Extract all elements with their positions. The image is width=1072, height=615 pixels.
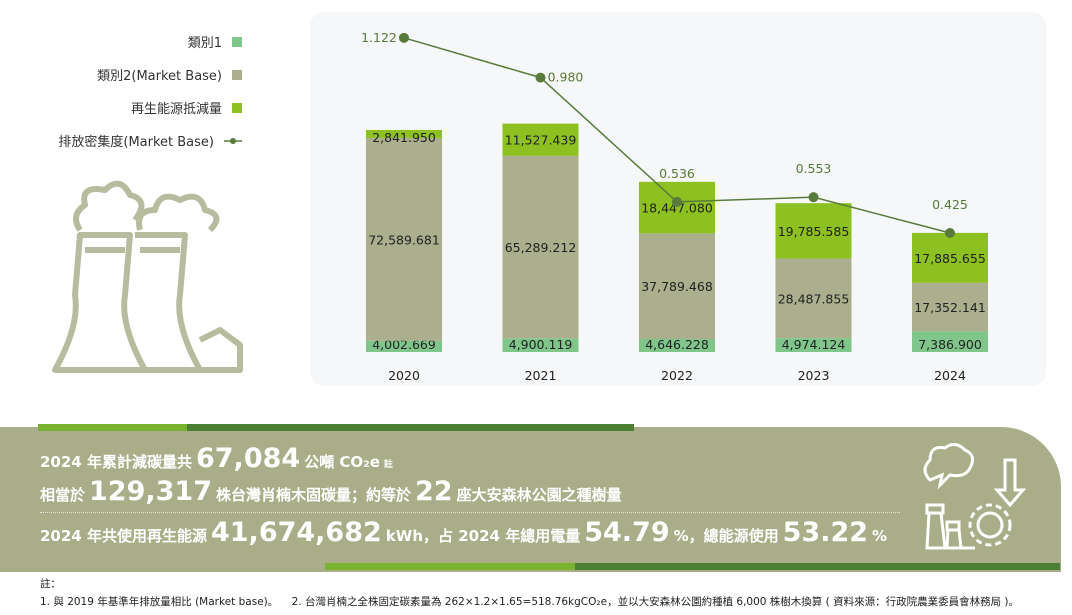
bar-segment bbox=[639, 181, 715, 234]
intensity-label: 1.122 bbox=[361, 30, 397, 45]
text: 株台灣肖楠木固碳量；約等於 bbox=[216, 486, 412, 504]
legend-label: 類別2(Market Base) bbox=[97, 69, 222, 84]
legend-swatch bbox=[232, 69, 242, 80]
accent-bar bbox=[38, 424, 634, 431]
bar-segment bbox=[775, 258, 852, 339]
legend-item: 類別1 bbox=[188, 32, 242, 51]
note-2: 2. 台灣肖楠之全株固定碳素量為 262×1.2×1.65=518.76kgCO… bbox=[291, 596, 1020, 608]
summary-line-3: 2024 年共使用再生能源 41,674,682 kWh，占 2024 年總用電… bbox=[40, 517, 887, 548]
legend-swatch bbox=[232, 36, 242, 47]
bar-value-label: 4,646.228 bbox=[645, 337, 709, 352]
highlight-number: 67,084 bbox=[195, 443, 301, 474]
intensity-point bbox=[808, 192, 819, 203]
bar-value-label: 2,841.950 bbox=[372, 130, 436, 145]
divider bbox=[40, 512, 900, 513]
accent-bar bbox=[325, 563, 1060, 570]
intensity-point bbox=[945, 228, 955, 238]
line-marker-icon bbox=[224, 137, 242, 144]
intensity-label: 0.536 bbox=[659, 166, 695, 181]
footnote-mark: 註 bbox=[383, 460, 393, 470]
bar-value-label: 28,487.855 bbox=[778, 291, 850, 306]
intensity-label: 0.425 bbox=[932, 197, 968, 212]
summary-line-2: 相當於 129,317 株台灣肖楠木固碳量；約等於 22 座大安森林公園之種樹量 bbox=[40, 476, 622, 507]
bar-segment bbox=[912, 331, 988, 352]
bar-value-label: 11,527.439 bbox=[505, 133, 577, 148]
bar-segment bbox=[775, 203, 852, 259]
bar-segment bbox=[639, 233, 715, 340]
x-tick-label: 2022 bbox=[661, 368, 693, 383]
legend-label: 排放密集度(Market Base) bbox=[58, 135, 214, 150]
legend-item: 類別2(Market Base) bbox=[97, 65, 242, 84]
bar-value-label: 17,352.141 bbox=[914, 300, 986, 315]
stacked-bar-line-chart: 4,002.66972,589.6812,841.95020204,900.11… bbox=[361, 30, 988, 383]
text: 座大安森林公園之種樹量 bbox=[456, 486, 622, 504]
legend-label: 類別1 bbox=[187, 36, 222, 51]
legend-item: 再生能源抵減量 bbox=[131, 98, 242, 117]
highlight-number: 54.79 bbox=[584, 517, 670, 548]
x-tick-label: 2021 bbox=[525, 368, 557, 383]
factory-icon bbox=[52, 180, 243, 373]
footnotes: 註： 1. 與 2019 年基準年排放量相比 (Market base)。 2.… bbox=[40, 575, 1019, 611]
highlight-number: 53.22 bbox=[782, 517, 869, 548]
bar-segment bbox=[502, 338, 579, 352]
x-tick-label: 2023 bbox=[798, 368, 830, 383]
bar-value-label: 7,386.900 bbox=[918, 337, 982, 352]
bar-segment bbox=[502, 155, 579, 339]
text: 2024 年共使用再生能源 bbox=[40, 527, 207, 545]
bar-segment bbox=[366, 340, 442, 352]
intensity-label: 0.980 bbox=[548, 70, 584, 85]
intensity-label: 0.553 bbox=[796, 161, 832, 176]
bar-segment bbox=[366, 129, 442, 138]
bar-value-label: 4,900.119 bbox=[509, 337, 573, 352]
summary-banner bbox=[0, 427, 1061, 572]
legend-swatch bbox=[232, 102, 242, 113]
bar-value-label: 4,974.124 bbox=[782, 337, 846, 352]
bar-segment bbox=[502, 123, 579, 156]
bar-value-label: 65,289.212 bbox=[505, 240, 577, 255]
bar-value-label: 18,447.080 bbox=[641, 201, 713, 216]
bar-segment bbox=[639, 339, 715, 352]
highlight-number: 22 bbox=[415, 476, 453, 507]
emission-reduction-icon bbox=[923, 443, 1027, 550]
legend-label: 再生能源抵減量 bbox=[130, 102, 222, 117]
bar-segment bbox=[912, 282, 988, 332]
note-1: 1. 與 2019 年基準年排放量相比 (Market base)。 bbox=[40, 596, 279, 608]
summary-line-1: 2024 年累計減碳量共 67,084 公噸 CO₂e 註 bbox=[40, 443, 393, 474]
bar-value-label: 17,885.655 bbox=[914, 251, 986, 266]
x-tick-label: 2024 bbox=[934, 368, 966, 383]
bar-segment bbox=[366, 137, 442, 341]
highlight-number: 41,674,682 bbox=[210, 517, 382, 548]
intensity-point bbox=[672, 196, 682, 207]
x-tick-label: 2020 bbox=[388, 368, 420, 383]
text: %，總能源使用 bbox=[673, 527, 779, 545]
text: 公噸 CO₂e bbox=[304, 453, 380, 471]
bar-value-label: 72,589.681 bbox=[368, 232, 440, 247]
highlight-number: 129,317 bbox=[89, 476, 212, 507]
intensity-point bbox=[535, 72, 546, 83]
bar-value-label: 19,785.585 bbox=[778, 224, 850, 239]
text: kWh，占 2024 年總用電量 bbox=[385, 527, 581, 545]
text: % bbox=[872, 527, 888, 545]
bar-segment bbox=[775, 338, 852, 352]
text: 2024 年累計減碳量共 bbox=[40, 453, 192, 471]
bar-value-label: 37,789.468 bbox=[641, 279, 713, 294]
legend-item: 排放密集度(Market Base) bbox=[58, 131, 242, 150]
chart-panel: 4,002.669 72,589.681 2,841.950 2020 4,900.11… bbox=[310, 12, 1046, 386]
notes-title: 註： bbox=[40, 578, 61, 590]
intensity-point bbox=[399, 32, 409, 43]
bar-segment bbox=[912, 232, 988, 283]
text: 相當於 bbox=[40, 486, 86, 504]
